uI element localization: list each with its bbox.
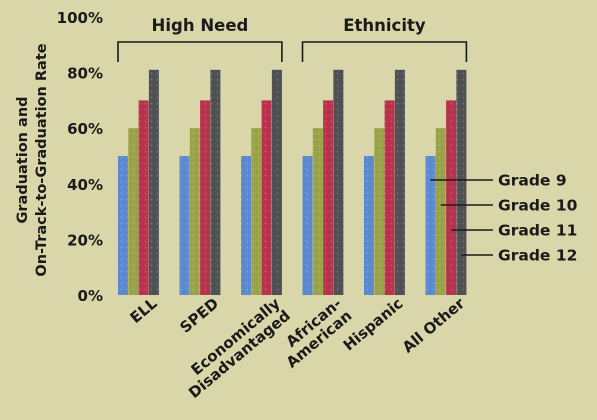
y-axis-title: On-Track-to-Graduation Rate <box>34 43 50 276</box>
group-label: Ethnicity <box>343 16 426 35</box>
bar-texture <box>364 156 374 295</box>
group-bracket <box>301 41 468 62</box>
bar-texture <box>425 156 436 295</box>
bar-texture <box>271 69 282 295</box>
bar-texture <box>333 69 344 295</box>
bar-texture <box>241 156 251 295</box>
bar-texture <box>148 69 159 295</box>
group-bracket <box>117 41 283 62</box>
y-tick-label: 60% <box>67 120 103 138</box>
y-tick-label: 20% <box>67 231 103 249</box>
bar-texture <box>200 100 211 296</box>
legend-label: Grade 10 <box>498 197 578 215</box>
bar-texture <box>251 128 262 295</box>
bar-texture <box>128 128 139 295</box>
bar-texture <box>210 69 221 295</box>
bar-texture <box>394 69 405 295</box>
legend-label: Grade 12 <box>498 247 577 265</box>
y-tick-label: 0% <box>78 287 103 305</box>
group-label: High Need <box>152 16 249 35</box>
y-tick-label: 80% <box>67 65 103 83</box>
bar-texture <box>302 156 313 295</box>
bar-texture <box>384 100 395 296</box>
bar-texture <box>435 128 446 295</box>
bar-texture <box>446 100 457 296</box>
bar-texture <box>261 100 272 296</box>
bar-texture <box>118 156 128 295</box>
y-tick-label: 40% <box>67 176 103 194</box>
bar-texture <box>374 128 385 295</box>
bar-texture <box>189 128 200 295</box>
bar-texture <box>312 128 323 295</box>
legend-label: Grade 11 <box>498 222 577 240</box>
y-tick-label: 100% <box>57 9 103 27</box>
y-axis-title: Graduation and <box>15 96 31 223</box>
bar-texture <box>456 69 467 295</box>
bar-texture <box>179 156 190 295</box>
legend-label: Grade 9 <box>498 172 567 190</box>
bar-texture <box>138 100 149 296</box>
bar-texture <box>323 100 334 296</box>
